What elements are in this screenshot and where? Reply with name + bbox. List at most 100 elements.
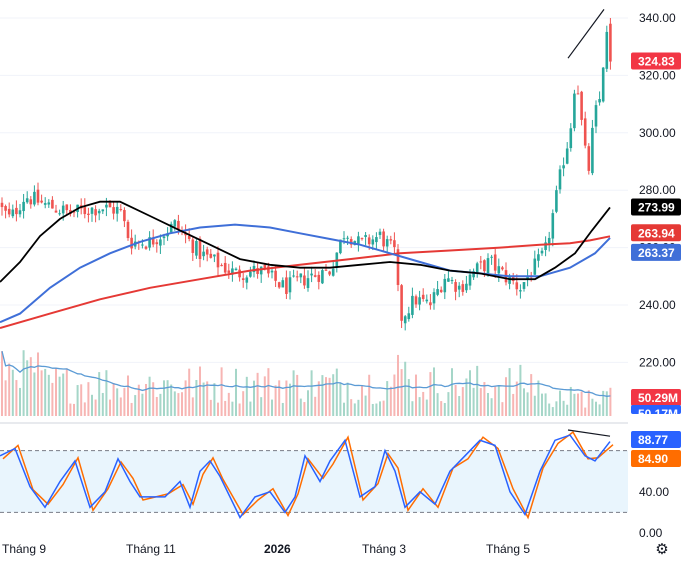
candle-body: [367, 237, 371, 245]
candle-body: [155, 242, 159, 245]
candle-body: [472, 271, 475, 278]
candle-body: [303, 275, 306, 286]
volume-bar: [127, 375, 129, 416]
candle-body: [594, 105, 598, 127]
candle-body: [418, 297, 421, 305]
candle-body: [227, 270, 231, 273]
volume-bar: [505, 377, 507, 416]
candle-body: [177, 220, 180, 230]
volume-bar: [577, 393, 579, 416]
price-tick-label: 240.00: [639, 298, 676, 312]
volume-bar: [152, 382, 155, 416]
volume-bar: [242, 391, 245, 416]
volume-bar: [238, 403, 241, 416]
candle-body: [281, 280, 285, 288]
volume-bar: [310, 370, 313, 416]
stochastic-d-line: [2, 430, 614, 520]
volume-bar: [58, 376, 61, 416]
stochastic-k-line: [0, 434, 611, 519]
candle-body: [490, 256, 493, 258]
volume-bar: [317, 381, 320, 416]
volume-bar: [209, 399, 212, 416]
candle-body: [252, 265, 256, 273]
price-tick-label: 280.00: [639, 183, 676, 197]
candle-body: [533, 258, 537, 275]
volume-bar: [26, 360, 29, 416]
candle-body: [285, 277, 288, 294]
candle-body: [22, 201, 25, 212]
volume-bar: [443, 403, 446, 416]
volume-bar: [519, 364, 522, 416]
candle-body: [61, 205, 65, 214]
candle-body: [508, 276, 511, 284]
candle-body: [115, 206, 119, 214]
volume-bar: [33, 372, 36, 416]
volume-bar: [98, 372, 101, 416]
candle-body: [123, 210, 126, 222]
volume-bar: [595, 401, 597, 416]
candle-body: [576, 93, 580, 95]
candle-body: [97, 210, 101, 214]
volume-badge: [631, 389, 681, 406]
volume-bar: [69, 403, 72, 416]
moving-averages: [0, 200, 611, 329]
candle-body: [515, 282, 519, 290]
candle-body: [468, 274, 472, 286]
ma-blue-line: [0, 223, 611, 324]
candle-body: [454, 282, 457, 292]
candle-body: [295, 276, 299, 278]
volume-bar: [173, 391, 176, 416]
volume-bar: [397, 354, 399, 416]
volume-bar: [206, 381, 209, 416]
volume-bar: [137, 384, 140, 416]
candle-body: [551, 213, 555, 239]
volume-bar: [605, 391, 608, 416]
volume-bar: [494, 386, 497, 416]
volume-bar: [328, 377, 331, 416]
candle-body: [400, 285, 403, 321]
candle-body: [609, 23, 612, 62]
volume-bar: [65, 368, 68, 416]
volume-bar: [591, 398, 594, 416]
volume-bar: [487, 393, 489, 416]
candle-body: [385, 239, 389, 247]
volume-bar: [458, 396, 461, 416]
volume-bar: [548, 403, 551, 416]
time-label: Tháng 11: [126, 542, 176, 556]
volume-bar: [145, 383, 147, 416]
candle-body: [25, 198, 29, 203]
volume-bar: [148, 376, 151, 416]
candle-body: [447, 278, 450, 282]
volume-bar: [447, 392, 450, 416]
candle-body: [479, 261, 483, 263]
volume-bar: [587, 390, 590, 416]
candle-body: [407, 313, 411, 320]
volume-bar: [181, 392, 183, 416]
candle-body: [29, 199, 33, 205]
gear-icon[interactable]: ⚙: [655, 541, 669, 558]
candle-body: [18, 210, 22, 215]
volume-bar: [303, 402, 306, 416]
volume-bar: [51, 382, 54, 416]
trendlines: [567, 9, 611, 437]
volume-bar: [188, 368, 191, 416]
volume-bar: [134, 395, 137, 416]
volume-bar: [515, 381, 518, 416]
volume-bar: [155, 396, 158, 416]
candle-body: [598, 99, 601, 103]
candle-body: [403, 316, 407, 324]
volume-bar: [382, 400, 385, 416]
candle-body: [151, 237, 155, 245]
volume-bar: [483, 382, 486, 416]
volume-bar: [296, 374, 299, 416]
candle-body: [36, 189, 40, 203]
candle-body: [346, 237, 349, 239]
volume-bar: [371, 403, 374, 416]
volume-bar: [422, 391, 425, 416]
candle-body: [580, 91, 583, 120]
volume-bar: [472, 387, 475, 416]
candle-body: [263, 264, 267, 269]
time-label: Tháng 5: [486, 542, 530, 556]
